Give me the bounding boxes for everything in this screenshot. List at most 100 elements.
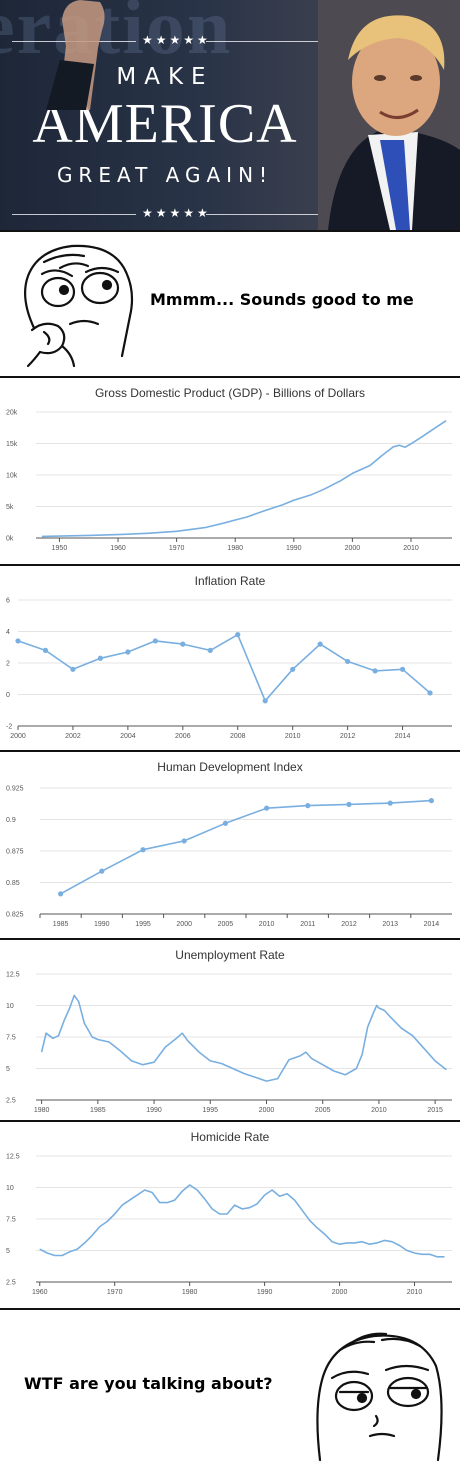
x-tick-label: 2008: [230, 733, 246, 740]
x-tick-label: 1970: [169, 545, 185, 552]
y-tick-label: 0.875: [6, 849, 24, 856]
panel-divider: [0, 1308, 460, 1310]
banner-rule: [12, 214, 136, 215]
chart-title: Inflation Rate: [195, 574, 266, 588]
y-tick-label: 7.5: [6, 1035, 16, 1042]
data-point: [58, 891, 64, 897]
x-tick-label: 2010: [285, 733, 301, 740]
data-point: [372, 668, 378, 674]
data-point: [180, 641, 186, 647]
data-point: [399, 666, 406, 672]
x-tick-label: 2012: [341, 921, 357, 928]
series-line: [41, 420, 447, 538]
data-point: [99, 868, 105, 874]
data-point: [181, 838, 187, 844]
y-tick-label: 0.925: [6, 786, 24, 793]
data-point: [140, 847, 146, 853]
y-tick-label: 20k: [6, 410, 18, 417]
chart-title: Gross Domestic Product (GDP) - Billions …: [95, 386, 365, 400]
y-tick-label: 5k: [6, 504, 14, 511]
data-point: [264, 805, 270, 811]
data-point: [317, 641, 323, 647]
x-tick-label: 2000: [332, 1289, 348, 1296]
x-tick-label: 2000: [259, 1107, 275, 1114]
y-tick-label: 0.85: [6, 880, 20, 887]
data-point: [70, 666, 76, 672]
x-tick-label: 2004: [120, 733, 136, 740]
raised-fist-illustration: [46, 0, 105, 110]
top-panel-caption: Mmmm... Sounds good to me: [150, 290, 414, 309]
data-point: [97, 655, 104, 661]
y-tick-label: 5: [6, 1066, 10, 1073]
gdp-chart: Gross Domestic Product (GDP) - Billions …: [0, 378, 460, 564]
x-tick-label: 2014: [395, 733, 411, 740]
x-tick-label: 1985: [90, 1107, 106, 1114]
homicide-chart-svg: Homicide Rate 2.5 5 7.5 10 12.5 1960 1970 1980 19…: [6, 1130, 452, 1296]
x-tick-label: 1990: [146, 1107, 162, 1114]
x-tick-label: 2002: [65, 733, 81, 740]
y-tick-label: 4: [6, 629, 10, 636]
x-tick-label: 1990: [286, 545, 302, 552]
unemployment-chart: Unemployment Rate 2.5 5 7.5 10 12.5 1980 1985 19…: [0, 940, 460, 1120]
x-tick-label: 1985: [53, 921, 69, 928]
candidate-portrait: [318, 0, 460, 230]
x-tick-label: 1990: [94, 921, 110, 928]
x-tick-label: 1995: [135, 921, 151, 928]
y-tick-label: 15k: [6, 441, 18, 448]
stars-bottom: ★★★★★: [142, 206, 211, 220]
x-tick-label: 1960: [32, 1289, 48, 1296]
data-point: [235, 632, 241, 638]
x-tick-label: 2005: [218, 921, 234, 928]
x-tick-label: 2010: [371, 1107, 387, 1114]
y-tick-label: 0.825: [6, 912, 24, 919]
x-tick-label: 1950: [52, 545, 68, 552]
chart-title: Unemployment Rate: [175, 948, 285, 962]
x-tick-label: 2010: [403, 545, 419, 552]
series-line: [17, 633, 431, 702]
y-tick-label: 0.9: [6, 817, 16, 824]
y-tick-label: 2.5: [6, 1098, 16, 1105]
y-tick-label: 12.5: [6, 1154, 20, 1161]
x-tick-label: 1970: [107, 1289, 123, 1296]
x-tick-label: 2000: [176, 921, 192, 928]
data-point: [346, 801, 352, 807]
x-tick-label: 2012: [340, 733, 356, 740]
chart-title: Homicide Rate: [191, 1130, 270, 1144]
y-tick-label: 10: [6, 1185, 14, 1192]
inflation-chart-svg: Inflation Rate -2 0 2 4 6 2000 2002 2004 2006 2008…: [6, 574, 452, 740]
x-tick-label: 2005: [315, 1107, 331, 1114]
data-point: [42, 647, 49, 653]
panel-divider: [0, 1120, 460, 1122]
thinking-face-illustration: [23, 244, 134, 368]
series-line: [40, 994, 447, 1082]
homicide-chart: Homicide Rate 2.5 5 7.5 10 12.5 1960 1970 1980 19…: [0, 1122, 460, 1308]
banner-rule: [206, 41, 324, 42]
x-tick-label: 2014: [424, 921, 440, 928]
x-tick-label: 2010: [259, 921, 275, 928]
data-point: [290, 666, 296, 672]
x-tick-label: 1980: [34, 1107, 50, 1114]
data-point: [428, 798, 434, 804]
data-point: [305, 803, 311, 809]
banner-line-great-again: GREAT AGAIN!: [56, 163, 274, 187]
y-tick-label: 10: [6, 1003, 14, 1010]
unemployment-chart-svg: Unemployment Rate 2.5 5 7.5 10 12.5 1980 1985 19…: [6, 948, 452, 1114]
banner-line-make: MAKE: [116, 64, 214, 90]
data-point: [427, 690, 433, 696]
panel-divider: [0, 376, 460, 378]
inflation-chart: Inflation Rate -2 0 2 4 6 2000 2002 2004 2006 2008…: [0, 566, 460, 750]
y-tick-label: 12.5: [6, 972, 20, 979]
chart-title: Human Development Index: [157, 760, 302, 774]
y-tick-label: 0k: [6, 536, 14, 543]
y-tick-label: 7.5: [6, 1217, 16, 1224]
skeptical-face-illustration: [316, 1332, 443, 1462]
bottom-panel-caption: WTF are you talking about?: [24, 1374, 273, 1393]
panel-divider: [0, 938, 460, 940]
y-tick-label: 10k: [6, 473, 18, 480]
banner-background-text: eration: [0, 0, 233, 70]
panel-divider: [0, 564, 460, 566]
x-tick-label: 1980: [227, 545, 243, 552]
y-tick-label: 2: [6, 661, 10, 668]
x-tick-label: 2015: [427, 1107, 443, 1114]
x-tick-label: 1960: [110, 545, 126, 552]
